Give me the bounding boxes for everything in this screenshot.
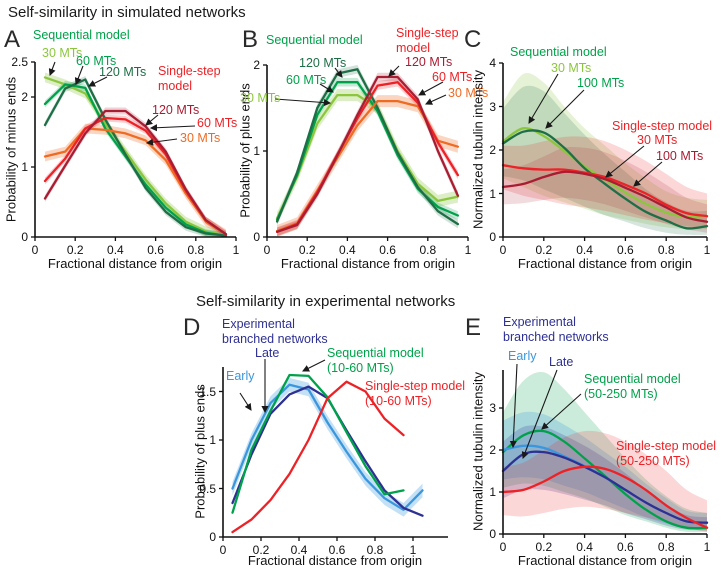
a-band-single-step-60mts bbox=[45, 114, 226, 237]
d-line-sequential-model bbox=[231, 373, 405, 514]
c-line-single-step-30mts bbox=[501, 164, 709, 218]
b-leader-arrow-5 bbox=[418, 81, 444, 96]
a-line-single-step-30mts bbox=[43, 127, 228, 236]
b-leader-arrow-2 bbox=[319, 83, 334, 93]
a-band-single-step-30mts bbox=[45, 123, 226, 237]
b-leader-arrow-6 bbox=[425, 94, 447, 105]
e-line-single-step-model bbox=[501, 465, 709, 529]
d-line-experimental-early bbox=[231, 383, 424, 511]
a-leader-arrow-5 bbox=[149, 124, 196, 132]
e-band-single-step-model bbox=[503, 430, 707, 532]
e-leader-arrow-3 bbox=[541, 393, 582, 430]
d-leader-arrow-1 bbox=[239, 392, 252, 411]
c-line-single-step-100mts bbox=[501, 170, 709, 223]
b-line-single-step-120mts bbox=[275, 75, 460, 233]
b-leader-arrow-1 bbox=[334, 67, 343, 78]
a-leader-arrow-1 bbox=[48, 61, 56, 77]
a-line-sequential-30mts bbox=[43, 76, 228, 237]
b-band-sequential-60mts bbox=[277, 77, 458, 225]
e-line-experimental-late bbox=[501, 450, 709, 524]
c-line-sequential-100mts bbox=[501, 129, 709, 230]
e-band-sequential-model bbox=[503, 371, 707, 533]
a-line-single-step-120mts bbox=[43, 109, 228, 236]
c-leader-arrow-2 bbox=[545, 89, 585, 129]
b-line-sequential-120mts bbox=[275, 68, 460, 226]
a-leader-arrow-2 bbox=[74, 65, 84, 85]
c-leader-arrow-4 bbox=[633, 161, 663, 187]
c-leader-arrow-3 bbox=[605, 145, 645, 178]
c-band-sequential-30mts bbox=[503, 73, 707, 230]
c-leader-arrow-1 bbox=[528, 73, 559, 124]
c-band-single-step-30mts bbox=[503, 136, 707, 229]
a-leader-arrow-6 bbox=[145, 138, 178, 146]
c-band-sequential-100mts bbox=[503, 85, 707, 235]
e-leader-arrow-1 bbox=[509, 363, 518, 449]
a-leader-arrow-3 bbox=[88, 76, 108, 87]
b-leader-arrow-4 bbox=[388, 65, 400, 77]
d-line-single-step-model bbox=[231, 380, 405, 534]
a-leader-arrow-4 bbox=[145, 114, 159, 126]
b-leader-arrow-3 bbox=[274, 98, 332, 107]
e-band-experimental-early bbox=[503, 411, 707, 530]
e-leader-arrow-2 bbox=[521, 369, 558, 460]
d-line-experimental-late bbox=[231, 385, 424, 517]
d-leader-arrow-3 bbox=[302, 359, 326, 372]
